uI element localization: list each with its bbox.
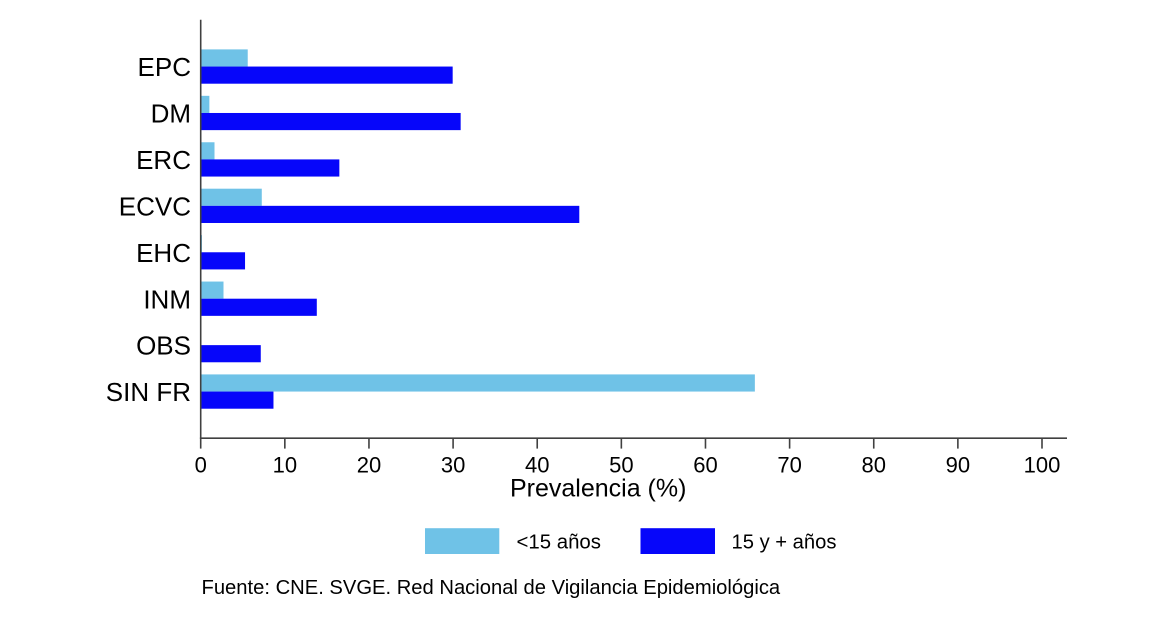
svg-text:DM: DM [151,99,191,129]
svg-text:70: 70 [777,453,801,478]
svg-text:40: 40 [525,453,549,478]
svg-text:30: 30 [441,453,465,478]
svg-text:100: 100 [1024,453,1061,478]
svg-text:EHC: EHC [136,238,191,268]
svg-text:10: 10 [273,453,297,478]
svg-text:15 y + años: 15 y + años [732,532,837,554]
svg-text:ERC: ERC [136,145,191,175]
svg-text:50: 50 [609,453,633,478]
svg-text:ECVC: ECVC [119,191,191,221]
svg-text:<15 años: <15 años [517,532,601,554]
svg-text:80: 80 [861,453,885,478]
svg-text:0: 0 [195,453,207,478]
svg-text:60: 60 [693,453,717,478]
svg-text:SIN FR: SIN FR [106,377,191,407]
svg-text:EPC: EPC [138,52,191,82]
svg-text:Prevalencia (%): Prevalencia (%) [510,475,686,503]
svg-text:INM: INM [143,284,191,314]
svg-text:Fuente: CNE. SVGE. Red Naciona: Fuente: CNE. SVGE. Red Nacional de Vigil… [202,577,781,599]
svg-text:90: 90 [946,453,970,478]
svg-text:OBS: OBS [136,331,191,361]
svg-text:20: 20 [357,453,381,478]
